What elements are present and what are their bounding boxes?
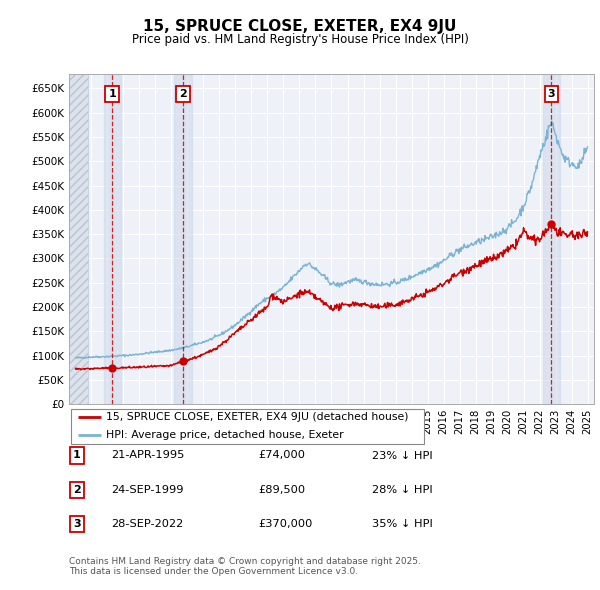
- Text: 2: 2: [179, 89, 187, 99]
- FancyBboxPatch shape: [71, 409, 424, 444]
- Text: 1: 1: [109, 89, 116, 99]
- Text: 35% ↓ HPI: 35% ↓ HPI: [372, 519, 433, 529]
- Text: £74,000: £74,000: [258, 451, 305, 460]
- Bar: [175, 74, 192, 404]
- Text: 2: 2: [73, 485, 80, 494]
- Text: 28-SEP-2022: 28-SEP-2022: [111, 519, 183, 529]
- Text: £89,500: £89,500: [258, 485, 305, 494]
- Bar: [542, 74, 560, 404]
- Text: 3: 3: [73, 519, 80, 529]
- Text: HPI: Average price, detached house, Exeter: HPI: Average price, detached house, Exet…: [106, 430, 344, 440]
- Text: £370,000: £370,000: [258, 519, 313, 529]
- Text: This data is licensed under the Open Government Licence v3.0.: This data is licensed under the Open Gov…: [69, 567, 358, 576]
- Text: 1: 1: [73, 451, 80, 460]
- Text: 21-APR-1995: 21-APR-1995: [111, 451, 184, 460]
- Text: 15, SPRUCE CLOSE, EXETER, EX4 9JU (detached house): 15, SPRUCE CLOSE, EXETER, EX4 9JU (detac…: [106, 412, 409, 422]
- Text: 28% ↓ HPI: 28% ↓ HPI: [372, 485, 433, 494]
- Bar: [104, 74, 121, 404]
- Text: 23% ↓ HPI: 23% ↓ HPI: [372, 451, 433, 460]
- Text: 24-SEP-1999: 24-SEP-1999: [111, 485, 184, 494]
- Text: Contains HM Land Registry data © Crown copyright and database right 2025.: Contains HM Land Registry data © Crown c…: [69, 558, 421, 566]
- Text: 3: 3: [548, 89, 555, 99]
- Bar: [69, 74, 88, 404]
- Text: Price paid vs. HM Land Registry's House Price Index (HPI): Price paid vs. HM Land Registry's House …: [131, 33, 469, 46]
- Text: 15, SPRUCE CLOSE, EXETER, EX4 9JU: 15, SPRUCE CLOSE, EXETER, EX4 9JU: [143, 19, 457, 34]
